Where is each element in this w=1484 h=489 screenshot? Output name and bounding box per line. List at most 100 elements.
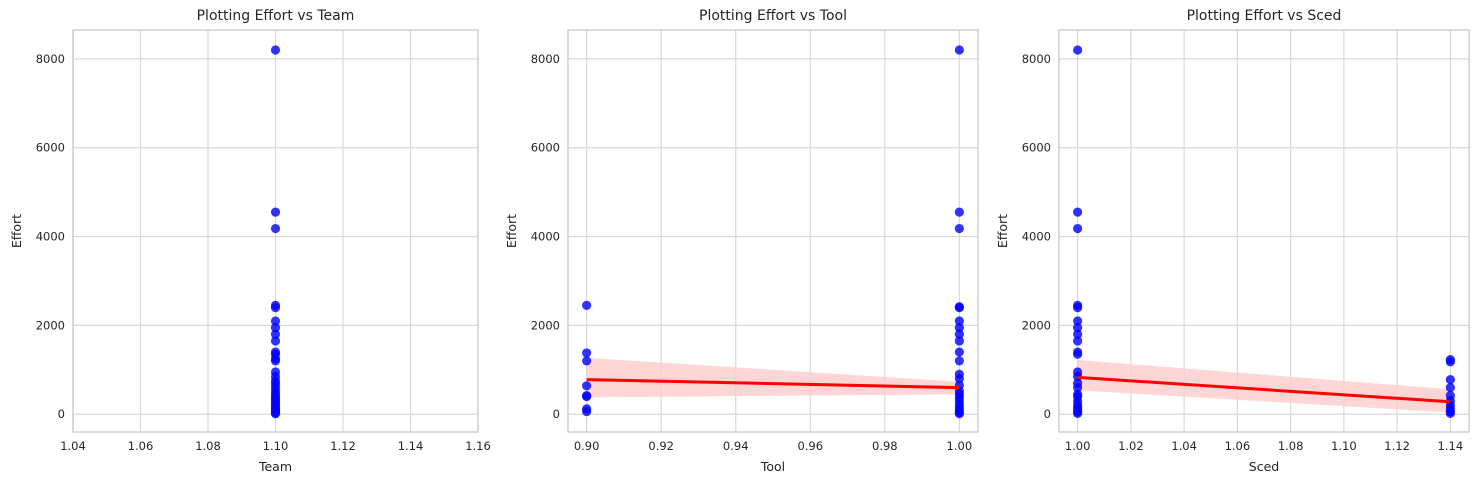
x-tick-label: 1.00 <box>947 439 973 453</box>
scatter-point <box>582 348 592 358</box>
scatter-point <box>1445 374 1455 385</box>
scatter-point <box>954 336 964 346</box>
plot-frame <box>1058 29 1470 433</box>
scatter-point <box>954 45 964 55</box>
scatter-point <box>1073 336 1083 346</box>
scatter-point <box>954 207 964 217</box>
confidence-band <box>586 357 960 398</box>
x-tick-label: 1.06 <box>128 439 154 453</box>
x-axis-label: Tool <box>760 459 785 474</box>
chart-title: Plotting Effort vs Sced <box>1187 8 1342 24</box>
scatter-point <box>1073 223 1083 234</box>
y-tick-label: 2000 <box>531 318 560 332</box>
x-tick-label: 1.12 <box>330 439 356 453</box>
chart-title: Plotting Effort vs Tool <box>699 8 847 24</box>
x-tick-label: 1.02 <box>1118 439 1144 453</box>
y-tick-label: 2000 <box>1022 318 1051 332</box>
y-tick-label: 2000 <box>36 318 65 332</box>
scatter-point <box>1073 382 1083 393</box>
scatter-point <box>1445 408 1455 418</box>
y-tick-label: 4000 <box>36 230 65 244</box>
x-tick-label: 1.10 <box>263 439 289 453</box>
x-tick-label: 1.08 <box>195 439 221 453</box>
scatter-point <box>1073 45 1083 55</box>
scatter-point <box>1073 316 1083 326</box>
scatter-point <box>1445 382 1455 393</box>
y-tick-label: 8000 <box>1022 52 1051 66</box>
x-tick-label: 1.14 <box>1438 439 1464 453</box>
x-tick-label: 1.06 <box>1225 439 1251 453</box>
y-tick-label: 4000 <box>1022 230 1051 244</box>
x-tick-label: 0.96 <box>797 439 823 453</box>
plot-frame <box>72 29 479 433</box>
y-tick-label: 8000 <box>36 52 65 66</box>
y-tick-label: 6000 <box>36 141 65 155</box>
x-tick-label: 1.14 <box>398 439 424 453</box>
scatter-point <box>954 347 964 357</box>
x-tick-label: 0.90 <box>574 439 600 453</box>
confidence-band <box>1077 360 1451 413</box>
y-axis-label: Effort <box>9 214 24 248</box>
scatter-point <box>582 356 592 366</box>
scatter-point <box>582 391 592 402</box>
scatter-point <box>954 323 964 333</box>
x-tick-label: 1.00 <box>1065 439 1091 453</box>
y-tick-label: 6000 <box>531 141 560 155</box>
scatter-point <box>1073 323 1083 333</box>
scatter-point <box>270 45 281 55</box>
y-axis-label: Effort <box>504 214 519 248</box>
scatter-point <box>270 329 281 339</box>
scatter-point <box>270 409 281 419</box>
scatter-point <box>270 316 281 326</box>
scatter-point <box>954 303 964 313</box>
x-tick-label: 0.98 <box>872 439 898 453</box>
plot-frame <box>567 29 979 433</box>
scatter-point <box>1073 303 1083 313</box>
scatter-point <box>270 303 281 313</box>
y-tick-label: 0 <box>1044 407 1051 421</box>
y-tick-label: 8000 <box>531 52 560 66</box>
scatter-point <box>1445 357 1455 367</box>
scatter-point <box>1073 349 1083 359</box>
scatter-point <box>270 323 281 333</box>
y-tick-label: 4000 <box>531 230 560 244</box>
x-tick-label: 0.94 <box>723 439 749 453</box>
x-tick-label: 1.04 <box>60 439 86 453</box>
scatter-point <box>954 223 964 234</box>
x-tick-label: 0.92 <box>648 439 674 453</box>
scatter-point <box>270 223 281 234</box>
subplot-2: 0.90 0.92 0.94 0.96 0.98 1.00 0 2000 4000 6000 800… <box>504 8 979 474</box>
chart-title: Plotting Effort vs Team <box>197 8 355 24</box>
scatter-point <box>1073 207 1083 217</box>
scatter-point <box>270 356 281 366</box>
scatter-point <box>954 374 964 384</box>
scatter-point <box>582 381 592 391</box>
scatter-point <box>954 356 964 366</box>
y-tick-label: 0 <box>58 407 65 421</box>
subplot-1: 1.04 1.06 1.08 1.10 1.12 1.14 1.16 0 2000 4000 600… <box>9 8 491 474</box>
x-tick-label: 1.10 <box>1331 439 1357 453</box>
scatter-point <box>954 409 964 419</box>
y-axis-label: Effort <box>995 214 1010 248</box>
x-tick-label: 1.12 <box>1384 439 1410 453</box>
regression-line <box>586 378 960 390</box>
x-tick-label: 1.08 <box>1278 439 1304 453</box>
x-axis-label: Sced <box>1249 459 1279 474</box>
scatter-point <box>270 336 281 346</box>
scatter-point <box>1073 329 1083 339</box>
x-tick-label: 1.04 <box>1171 439 1197 453</box>
scatter-point <box>270 207 281 217</box>
x-tick-label: 1.16 <box>465 439 491 453</box>
scatter-point <box>1073 408 1083 418</box>
scatter-point <box>954 329 964 339</box>
scatter-point <box>582 406 592 417</box>
scatter-point <box>954 316 964 326</box>
subplot-3: 1.00 1.02 1.04 1.06 1.08 1.10 1.12 1.14 0 2000 400… <box>995 8 1470 474</box>
regression-line <box>1077 375 1451 404</box>
y-tick-label: 6000 <box>1022 141 1051 155</box>
y-tick-label: 0 <box>553 407 560 421</box>
scatter-point <box>582 300 592 311</box>
x-axis-label: Team <box>258 459 292 474</box>
